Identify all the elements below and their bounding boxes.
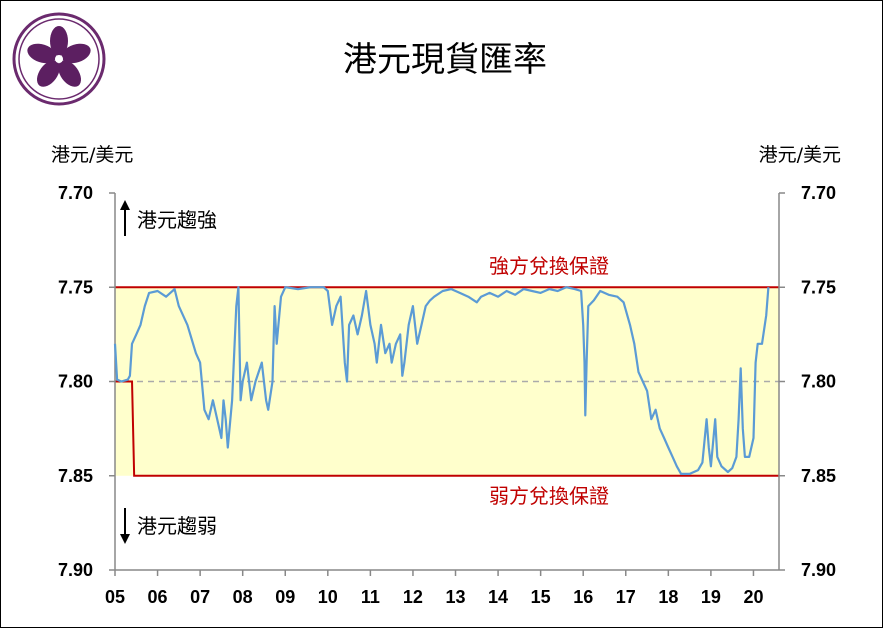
x-tick-label: 09 (275, 587, 295, 607)
right-y-ticks: 7.70 7.75 7.80 7.85 7.90 (779, 183, 836, 580)
y-tick-label: 7.85 (58, 466, 93, 486)
x-tick-label: 13 (445, 587, 465, 607)
logo-petal (61, 43, 91, 64)
x-ticks: 05 06 07 08 09 10 11 12 13 14 15 16 17 18 19 20 (105, 570, 763, 607)
logo-petal (50, 26, 68, 56)
x-tick-label: 14 (488, 587, 508, 607)
y-tick-label: 7.90 (801, 560, 836, 580)
right-axis-unit-label: 港元/美元 (759, 144, 841, 166)
weak-side-label: 弱方兌換保證 (489, 484, 609, 508)
x-tick-label: 20 (743, 587, 763, 607)
x-tick-label: 16 (573, 587, 593, 607)
up-arrow-icon (120, 200, 130, 236)
logo-petal (36, 60, 60, 87)
hkd-weakens-label: 港元趨弱 (137, 514, 217, 538)
logo-center (55, 55, 63, 63)
left-axis-unit-label: 港元/美元 (51, 144, 133, 166)
series-layer (113, 286, 770, 475)
hkd-strengthens-label: 港元趨強 (137, 208, 217, 232)
logo-petal (27, 43, 57, 64)
series-line (113, 286, 770, 475)
y-tick-label: 7.75 (801, 277, 836, 297)
x-tick-label: 19 (701, 587, 721, 607)
x-tick-label: 12 (403, 587, 423, 607)
y-tick-label: 7.80 (801, 372, 836, 392)
x-tick-label: 07 (190, 587, 210, 607)
convertibility-band (115, 286, 779, 477)
bauhinia-logo (12, 12, 106, 106)
x-tick-label: 11 (361, 587, 380, 607)
y-tick-label: 7.80 (58, 372, 93, 392)
x-tick-label: 15 (531, 587, 551, 607)
y-tick-label: 7.90 (58, 560, 93, 580)
left-y-ticks: 7.70 7.75 7.80 7.85 7.90 (58, 183, 115, 580)
x-tick-label: 06 (148, 587, 168, 607)
y-tick-label: 7.75 (58, 277, 93, 297)
x-tick-label: 08 (233, 587, 253, 607)
y-tick-label: 7.70 (801, 183, 836, 203)
logo-petal (58, 60, 82, 87)
x-tick-label: 17 (616, 587, 636, 607)
x-tick-label: 05 (105, 587, 125, 607)
chart-title: 港元現貨匯率 (343, 40, 547, 80)
y-tick-label: 7.70 (58, 183, 93, 203)
x-tick-label: 18 (658, 587, 678, 607)
down-arrow-icon (120, 508, 130, 544)
strong-side-label: 強方兌換保證 (489, 254, 609, 278)
y-tick-label: 7.85 (801, 466, 836, 486)
x-tick-label: 10 (318, 587, 338, 607)
